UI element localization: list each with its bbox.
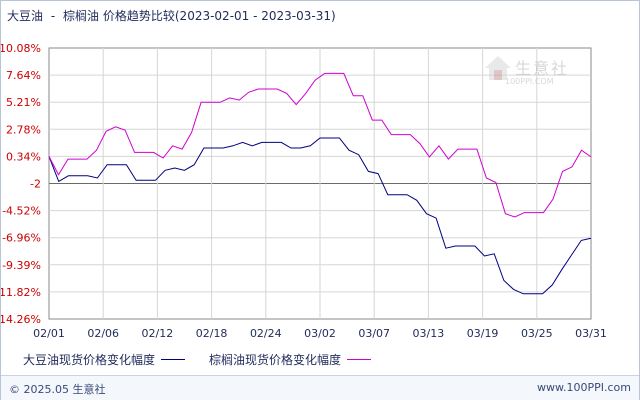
legend-swatch-soybean-oil xyxy=(161,359,186,360)
chart-legend: 大豆油现货价格变化幅度 棕榈油现货价格变化幅度 xyxy=(23,351,395,368)
legend-item-soybean-oil: 大豆油现货价格变化幅度 xyxy=(23,351,186,368)
x-tick-label: 03/25 xyxy=(521,327,553,340)
footer-bar: © 2025.05 生意社 www.100PPI.com xyxy=(1,375,639,400)
y-tick-label: 5.21% xyxy=(6,96,41,109)
x-tick-label: 03/13 xyxy=(413,327,445,340)
legend-label-soybean-oil: 大豆油现货价格变化幅度 xyxy=(23,353,156,367)
y-tick-label: -4.52% xyxy=(2,205,41,218)
x-tick-label: 02/24 xyxy=(250,327,282,340)
x-tick-label: 03/02 xyxy=(304,327,336,340)
footer-site-link[interactable]: www.100PPI.com xyxy=(537,381,631,394)
y-tick-label: 7.64% xyxy=(6,69,41,82)
legend-item-palm-oil: 棕榈油现货价格变化幅度 xyxy=(209,351,372,368)
y-tick-label: -2 xyxy=(30,178,41,191)
chart-title: 大豆油 - 棕榈油 价格趋势比较(2023-02-01 - 2023-03-31… xyxy=(7,7,336,24)
y-tick-label: -6.96% xyxy=(2,232,41,245)
legend-label-palm-oil: 棕榈油现货价格变化幅度 xyxy=(209,353,342,367)
watermark-name: 生意社 xyxy=(515,59,570,78)
y-tick-label: 10.08% xyxy=(1,42,41,55)
x-tick-label: 02/06 xyxy=(87,327,119,340)
house-icon xyxy=(485,56,511,80)
title-series-a: 大豆油 xyxy=(7,9,44,23)
x-tick-label: 02/18 xyxy=(196,327,228,340)
x-tick-label: 03/31 xyxy=(575,327,607,340)
y-tick-label: -14.26% xyxy=(1,313,41,326)
y-tick-label: 2.78% xyxy=(6,123,41,136)
x-tick-label: 03/19 xyxy=(467,327,499,340)
y-tick-label: 0.34% xyxy=(6,150,41,163)
title-date-range: (2023-02-01 - 2023-03-31) xyxy=(174,9,336,23)
title-subject: 价格趋势比较 xyxy=(102,9,175,23)
x-tick-label: 03/07 xyxy=(358,327,390,340)
watermark-url: 100PPI.COM xyxy=(505,77,554,86)
footer-copyright: © 2025.05 生意社 xyxy=(9,383,106,396)
series-line-palm-oil xyxy=(48,72,592,218)
series-line-soybean-oil xyxy=(48,137,592,295)
x-tick-label: 02/12 xyxy=(142,327,174,340)
y-tick-label: -11.82% xyxy=(1,286,41,299)
x-tick-label: 02/01 xyxy=(33,327,65,340)
title-series-b: 棕榈油 xyxy=(63,9,100,23)
title-dash: - xyxy=(50,9,56,23)
y-tick-label: -9.39% xyxy=(2,259,41,272)
legend-swatch-palm-oil xyxy=(347,359,372,360)
watermark-logo: 生意社 100PPI.COM xyxy=(483,53,579,93)
